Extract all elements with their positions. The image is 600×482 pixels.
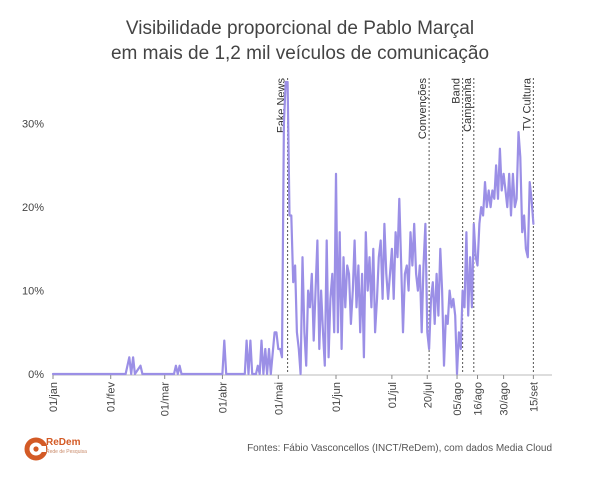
x-tick-label: 01/mar <box>160 382 172 417</box>
x-tick-label: 01/mai <box>273 382 285 415</box>
chart-title-line-2: em mais de 1,2 mil veículos de comunicaç… <box>110 43 490 64</box>
x-tick-label: 20/jul <box>422 382 434 408</box>
chart-title: Visibilidade proporcional de Pablo Marça… <box>0 16 600 66</box>
logo-text: ReDem <box>46 437 81 448</box>
x-tick-label: 01/fev <box>106 382 118 412</box>
redem-logo-icon <box>24 437 48 461</box>
annotation-label: Campanha <box>462 77 474 132</box>
x-tick-label: 05/ago <box>452 382 464 416</box>
x-tick-label: 30/ago <box>499 382 511 416</box>
x-tick-label: 01/jan <box>48 382 60 412</box>
x-tick-label: 15/set <box>528 382 540 412</box>
footer: ReDem Rede de Pesquisa Fontes: Fábio Vas… <box>0 432 600 472</box>
logo-subtext: Rede de Pesquisa <box>46 449 87 455</box>
annotation-label: Convenções <box>417 78 429 140</box>
x-tick-label: 01/abr <box>217 382 229 414</box>
source-note: Fontes: Fábio Vasconcellos (INCT/ReDem),… <box>247 443 552 454</box>
series-line <box>51 80 535 376</box>
x-tick-label: 01/jun <box>331 382 343 412</box>
x-tick-label: 01/jul <box>387 382 399 408</box>
annotation-label: Band <box>451 78 463 104</box>
annotation-label: TV Cultura <box>521 77 533 130</box>
y-tick-label: 10% <box>22 286 44 298</box>
chart-title-line-1: Visibilidade proporcional de Pablo Marça… <box>125 18 475 39</box>
x-tick-label: 16/ago <box>473 382 485 416</box>
redem-logo: ReDem Rede de Pesquisa <box>24 434 88 464</box>
y-tick-label: 20% <box>22 202 44 214</box>
y-tick-label: 0% <box>28 369 44 381</box>
y-tick-label: 30% <box>22 119 44 131</box>
